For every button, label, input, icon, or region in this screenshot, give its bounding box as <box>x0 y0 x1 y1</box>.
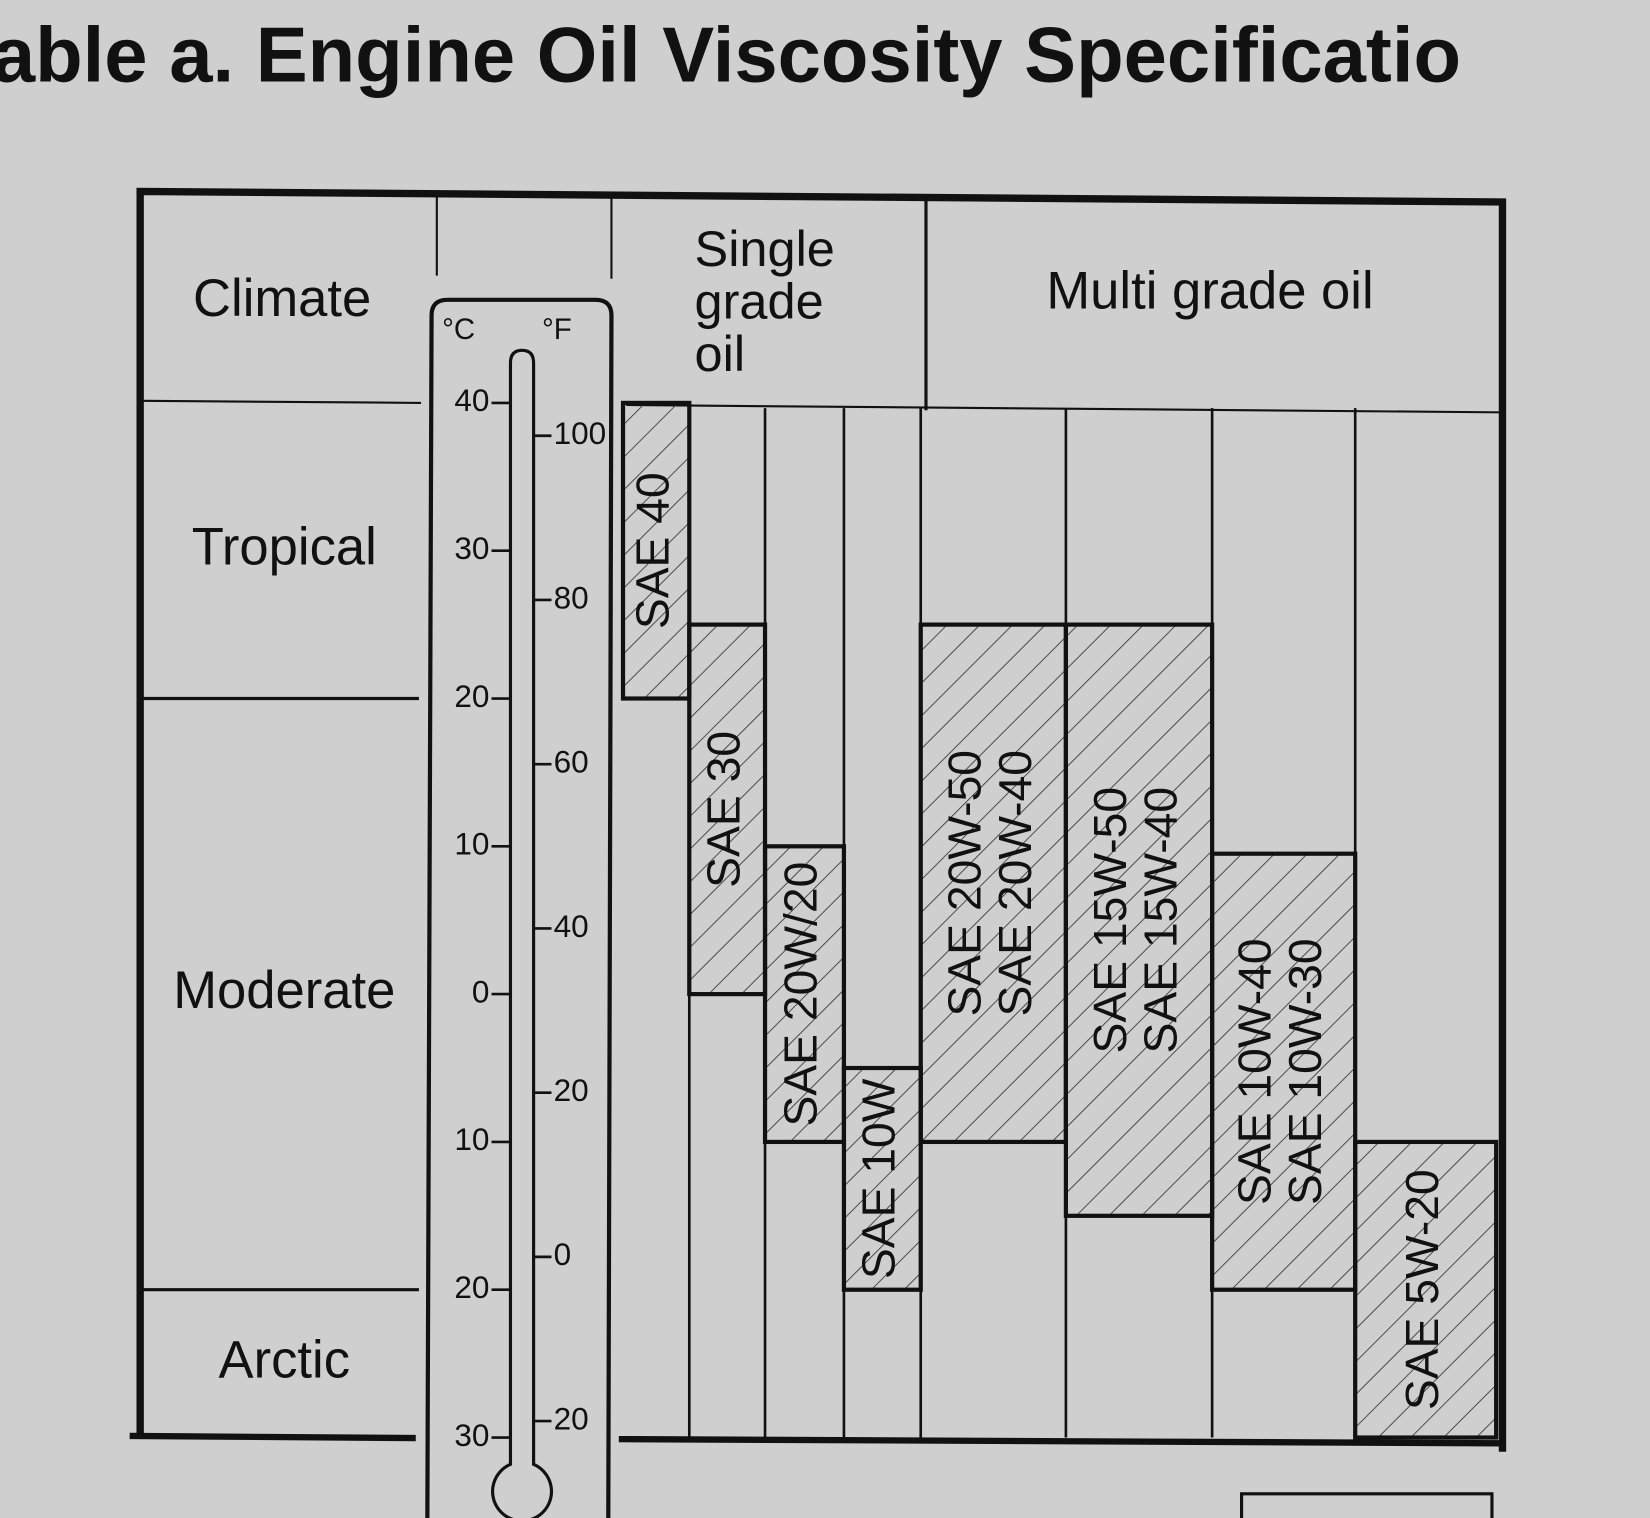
oil-label: SAE 20W-40 <box>989 750 1041 1017</box>
oil-range <box>841 1065 923 1292</box>
thermometer-tube <box>491 348 554 1518</box>
oil-range <box>762 844 847 1145</box>
oil-label: SAE 15W-40 <box>1134 787 1186 1054</box>
oil-range <box>687 622 768 997</box>
oil-label: SAE 20W-50 <box>938 750 990 1017</box>
climate-label: Tropical <box>192 518 377 577</box>
oil-label: SAE 15W-50 <box>1084 787 1136 1054</box>
fahrenheit-tick-label: 20 <box>554 1072 589 1108</box>
oil-range <box>620 400 692 701</box>
oil-label-group: SAE 20W-50 <box>938 750 990 1017</box>
celsius-tick-label: 0 <box>472 973 490 1009</box>
climate-label: Arctic <box>219 1331 350 1390</box>
oil-label: SAE 30 <box>697 731 749 888</box>
climate-label: Moderate <box>173 961 395 1020</box>
celsius-tick-label: 20 <box>454 1269 489 1305</box>
single-grade-header: grade <box>695 272 824 329</box>
multi-grade-header: Multi grade oil <box>1046 261 1373 320</box>
oil-range <box>918 622 1069 1145</box>
oil-label: SAE 10W-30 <box>1279 938 1331 1205</box>
oil-label-group: SAE 10W <box>853 1078 905 1279</box>
oil-label: SAE 10W-40 <box>1229 938 1281 1205</box>
celsius-tick-label: 40 <box>454 382 489 418</box>
oil-range <box>1353 1139 1499 1440</box>
celsius-tick-label: 10 <box>454 1121 489 1157</box>
fahrenheit-tick-label: 40 <box>554 908 589 944</box>
row-line <box>142 399 422 404</box>
bottom-line <box>618 1435 1503 1447</box>
oil-label-group: SAE 5W-20 <box>1396 1169 1448 1410</box>
single-grade-header: Single <box>695 220 835 277</box>
oil-label: SAE 40 <box>626 472 678 629</box>
celsius-tick-label: 10 <box>454 826 489 862</box>
oil-label: SAE 5W-20 <box>1396 1169 1448 1410</box>
oil-label-group: SAE 15W-50 <box>1084 787 1136 1054</box>
oil-label: SAE 10W <box>853 1078 905 1279</box>
fahrenheit-unit: °F <box>542 313 572 346</box>
oil-label-group: SAE 20W/20 <box>775 862 827 1127</box>
thermometer-case <box>425 297 614 1518</box>
oil-label-group: SAE 30 <box>697 731 749 888</box>
table-frame <box>136 187 1507 1452</box>
celsius-unit: °C <box>442 313 475 346</box>
oil-label-group: SAE 10W-40 <box>1229 938 1281 1205</box>
fahrenheit-tick-label: 100 <box>554 415 607 451</box>
celsius-tick-label: 30 <box>454 1417 489 1453</box>
reference-box <box>1240 1492 1494 1518</box>
climate-header: Climate <box>193 269 371 328</box>
oil-range <box>1210 851 1358 1292</box>
oil-label-group: SAE 20W-40 <box>989 750 1041 1017</box>
fahrenheit-tick-label: 60 <box>554 744 589 780</box>
celsius-tick-label: 20 <box>454 678 489 714</box>
fahrenheit-tick-label: 20 <box>554 1400 589 1436</box>
fahrenheit-tick-label: 0 <box>554 1236 572 1272</box>
oil-label-group: SAE 15W-40 <box>1134 787 1186 1054</box>
single-grade-header: oil <box>695 325 746 382</box>
bottom-line <box>129 1432 416 1442</box>
fahrenheit-tick-label: 80 <box>554 579 589 615</box>
title: able a. Engine Oil Viscosity Specificati… <box>0 13 1461 99</box>
oil-label: SAE 20W/20 <box>775 862 827 1127</box>
oil-range <box>1063 622 1215 1218</box>
celsius-tick-label: 30 <box>454 530 489 566</box>
oil-label-group: SAE 40 <box>626 472 678 629</box>
oil-label-group: SAE 10W-30 <box>1279 938 1331 1205</box>
